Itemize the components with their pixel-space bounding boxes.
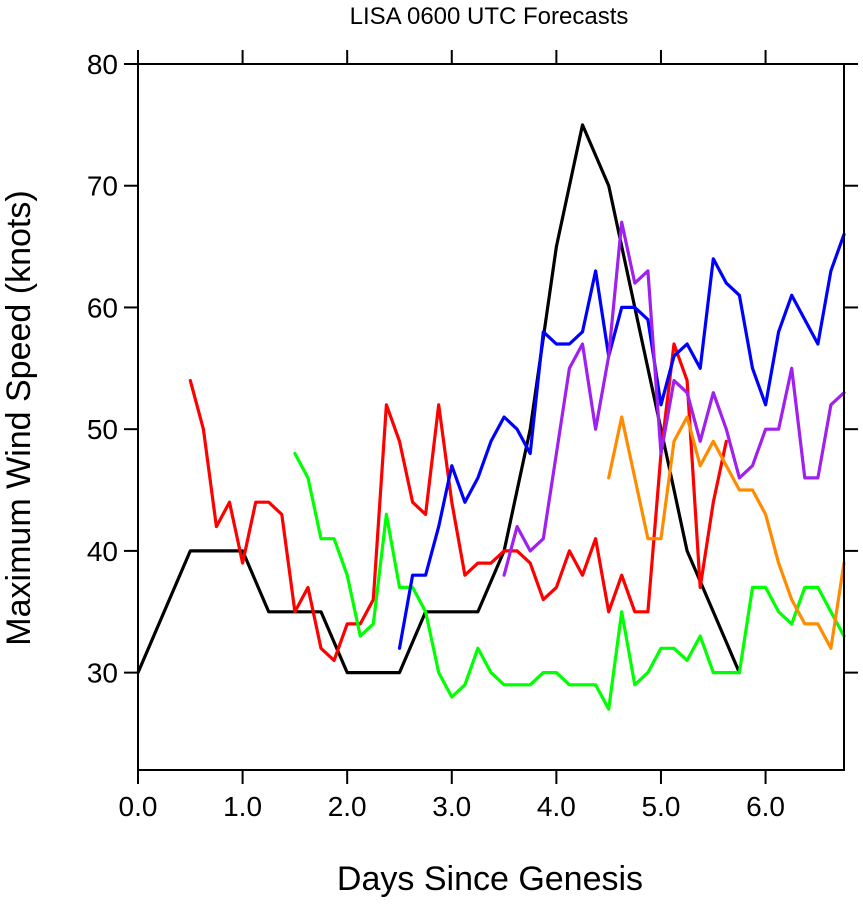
x-tick-label: 1.0 <box>223 791 262 822</box>
x-tick-label: 2.0 <box>328 791 367 822</box>
series-line-5 <box>502 220 846 577</box>
plot-frame <box>137 63 845 771</box>
x-tick-label: 6.0 <box>746 791 785 822</box>
series-line-2 <box>188 342 728 663</box>
y-tick-label: 50 <box>87 414 118 445</box>
series-line-6 <box>607 415 846 650</box>
chart-title: LISA 0600 UTC Forecasts <box>350 3 629 30</box>
x-tick-label: 4.0 <box>537 791 576 822</box>
y-axis-title: Maximum Wind Speed (knots) <box>0 190 38 645</box>
x-tick-label: 3.0 <box>432 791 471 822</box>
series-line-3 <box>293 451 846 711</box>
plot-area: 0.0 1.0 2.0 3.0 4.0 5.0 6.0 30 40 50 60 70 80 <box>87 49 858 822</box>
x-tick-label: 5.0 <box>641 791 680 822</box>
y-tick-label: 30 <box>87 658 118 689</box>
y-tick-label: 40 <box>87 536 118 567</box>
y-tick-label: 70 <box>87 171 118 202</box>
y-tick-label: 60 <box>87 292 118 323</box>
x-tick-label: 0.0 <box>119 791 158 822</box>
series-line-4 <box>397 232 846 650</box>
y-tick-label: 80 <box>87 49 118 80</box>
x-axis-title: Days Since Genesis <box>337 860 643 898</box>
